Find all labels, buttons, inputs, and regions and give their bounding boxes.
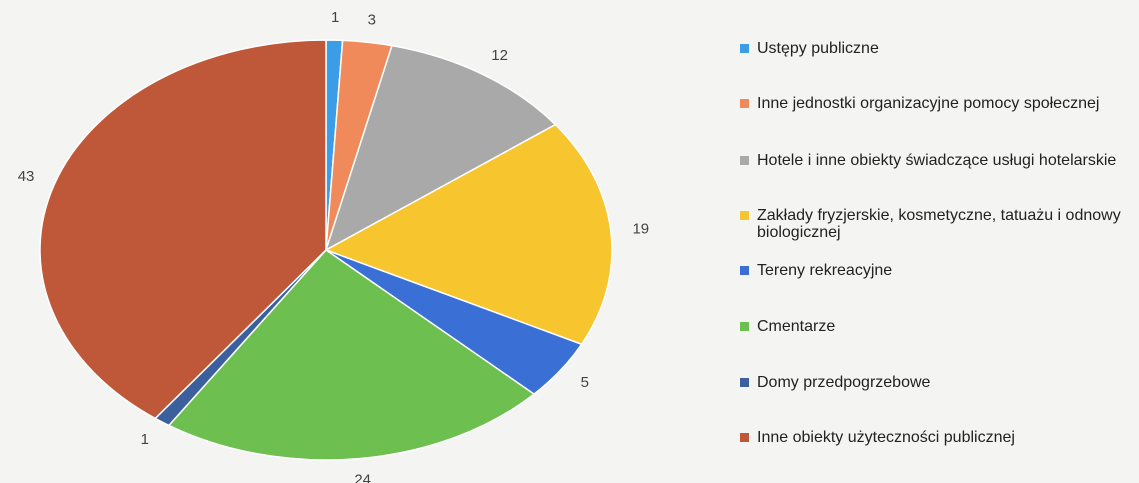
- legend-entry: Inne jednostki organizacyjne pomocy społ…: [740, 95, 1130, 112]
- legend-swatch: [740, 99, 749, 108]
- legend-entry: Domy przedpogrzebowe: [740, 374, 1130, 391]
- legend-swatch: [740, 211, 749, 220]
- data-label: 1: [141, 431, 149, 448]
- legend-label: Hotele i inne obiekty świadczące usługi …: [757, 152, 1117, 169]
- legend-label: Tereny rekreacyjne: [757, 262, 893, 279]
- legend-entry: Hotele i inne obiekty świadczące usługi …: [740, 152, 1130, 169]
- data-label: 12: [491, 47, 508, 64]
- legend-label: Domy przedpogrzebowe: [757, 374, 931, 391]
- legend-swatch: [740, 433, 749, 442]
- legend-label: Inne jednostki organizacyjne pomocy społ…: [757, 95, 1100, 112]
- legend-entry: Cmentarze: [740, 318, 1130, 335]
- data-label: 43: [18, 168, 35, 185]
- data-label: 24: [354, 471, 371, 483]
- legend-swatch: [740, 44, 749, 53]
- legend-entry: Tereny rekreacyjne: [740, 262, 1130, 279]
- data-label: 19: [632, 221, 649, 238]
- legend-entry: Ustępy publiczne: [740, 40, 1130, 57]
- legend-label: Cmentarze: [757, 318, 836, 335]
- pie-slice: [167, 249, 536, 461]
- legend-entry: Inne obiekty użyteczności publicznej: [740, 429, 1130, 446]
- legend-label: Ustępy publiczne: [757, 40, 879, 57]
- legend-swatch: [740, 322, 749, 331]
- legend-swatch: [740, 378, 749, 387]
- legend-label: Zakłady fryzjerskie, kosmetyczne, tatuaż…: [757, 207, 1121, 241]
- data-label: 5: [581, 374, 589, 391]
- data-label: 3: [368, 11, 376, 28]
- pie-slice: [324, 44, 557, 252]
- pie-slice: [324, 123, 613, 346]
- pie-slice: [39, 39, 327, 420]
- legend-entry: Zakłady fryzjerskie, kosmetyczne, tatuaż…: [740, 207, 1130, 241]
- data-label: 1: [331, 9, 339, 26]
- legend-swatch: [740, 266, 749, 275]
- legend-swatch: [740, 156, 749, 165]
- legend-label: Inne obiekty użyteczności publicznej: [757, 429, 1015, 446]
